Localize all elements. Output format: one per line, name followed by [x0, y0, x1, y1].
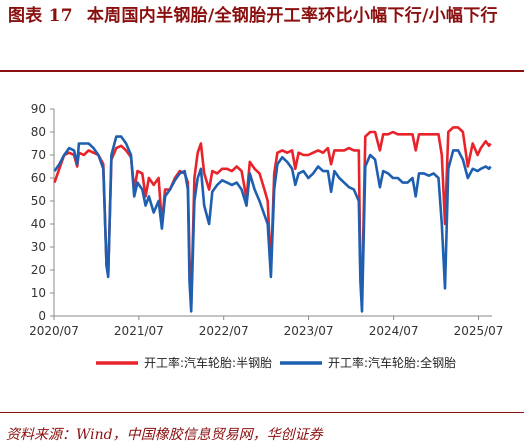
series-group: [53, 126, 492, 313]
y-axis: 0 10 20 30 40 50 60 70 80 90: [31, 102, 55, 323]
figure-title-number: 17: [48, 6, 73, 26]
legend-label: 开工率:汽车轮胎:全钢胎: [328, 355, 456, 370]
legend: 开工率:汽车轮胎:半钢胎 开工率:汽车轮胎:全钢胎: [96, 355, 456, 370]
figure-title-prefix: 图表: [8, 6, 43, 26]
y-tick-label: 70: [31, 148, 46, 162]
y-tick-labels: 0 10 20 30 40 50 60 70 80 90: [31, 102, 54, 323]
y-tick-label: 40: [31, 217, 46, 231]
legend-label: 开工率:汽车轮胎:半钢胎: [144, 355, 272, 370]
series-line-all-steel: [53, 135, 492, 313]
x-tick-label: 2021/07: [114, 324, 164, 338]
y-tick-label: 80: [31, 125, 46, 139]
y-tick-label: 30: [31, 240, 46, 254]
y-tick-label: 0: [38, 309, 46, 323]
line-chart: 0 10 20 30 40 50 60 70 80 90 2020/07 2021/07 2022/0…: [29, 102, 503, 370]
y-tick-label: 20: [31, 263, 46, 277]
y-tick-label: 50: [31, 194, 46, 208]
x-tick-label: 2022/07: [199, 324, 249, 338]
x-tick-label: 2020/07: [29, 324, 79, 338]
x-tick-label: 2024/07: [369, 324, 419, 338]
figure-title: 图表 17 本周国内半钢胎/全钢胎开工率环比小幅下行/小幅下行: [8, 4, 520, 28]
y-tick-label: 10: [31, 286, 46, 300]
source-divider: [0, 412, 524, 413]
y-tick-label: 60: [31, 171, 46, 185]
source-note: 资料来源：Wind，中国橡胶信息贸易网，华创证券: [6, 427, 323, 443]
figure-title-text: 本周国内半钢胎/全钢胎开工率环比小幅下行/小幅下行: [86, 6, 498, 26]
title-divider: [0, 70, 524, 72]
y-tick-label: 90: [31, 102, 46, 116]
x-tick-labels: 2020/07 2021/07 2022/07 2023/07 2024/07 2025/…: [29, 316, 503, 338]
x-tick-label: 2023/07: [284, 324, 334, 338]
x-tick-label: 2025/07: [454, 324, 504, 338]
x-axis: 2020/07 2021/07 2022/07 2023/07 2024/07 2025/…: [29, 315, 503, 338]
